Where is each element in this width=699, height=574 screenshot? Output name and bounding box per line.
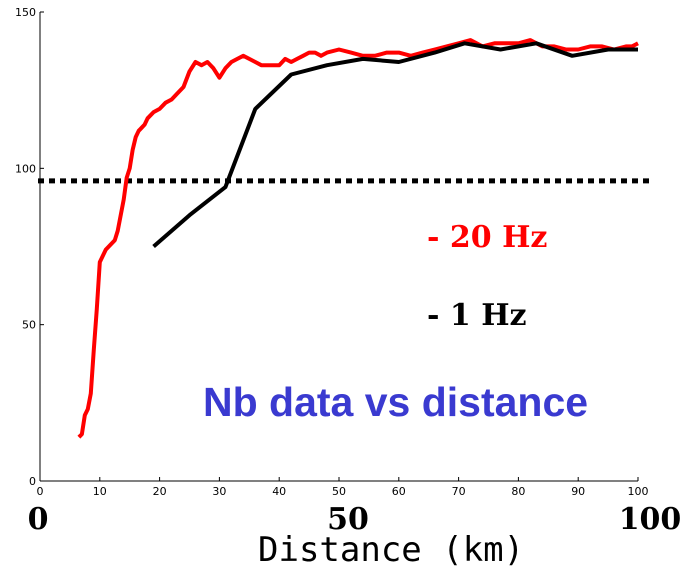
x-tick-label: 50 [332, 485, 346, 498]
chart-title: Nb data vs distance [203, 379, 588, 425]
series-line-20hz [77, 38, 639, 439]
legend-entry-1hz: - 1 Hz [427, 298, 527, 333]
x-tick-label: 100 [628, 485, 649, 498]
big-x-tick-label: 50 [327, 502, 369, 537]
x-tick-label: 30 [212, 485, 226, 498]
x-tick-label: 90 [571, 485, 585, 498]
y-tick-label: 100 [15, 162, 36, 175]
x-tick-label: 20 [153, 485, 167, 498]
x-tick-label: 80 [511, 485, 525, 498]
series-group [77, 38, 639, 439]
y-tick-label: 150 [15, 6, 36, 19]
x-tick-label: 0 [37, 485, 44, 498]
big-x-tick-label: 100 [619, 502, 682, 537]
x-axis-label: Distance (km) [258, 530, 524, 570]
y-tick-label: 50 [22, 319, 36, 332]
legend: - 20 Hz - 1 Hz [427, 220, 547, 333]
x-tick-label: 40 [272, 485, 286, 498]
legend-entry-20hz: - 20 Hz [427, 220, 547, 255]
x-tick-label: 10 [93, 485, 107, 498]
x-tick-label: 70 [452, 485, 466, 498]
axes: 0 50 100 150 0 10 20 30 40 50 60 70 80 90 100 0 50 100 [15, 6, 681, 537]
x-tick-label: 60 [392, 485, 406, 498]
series-line-1hz [152, 41, 638, 249]
big-x-tick-label: 0 [28, 502, 49, 537]
y-tick-label: 0 [29, 475, 36, 488]
